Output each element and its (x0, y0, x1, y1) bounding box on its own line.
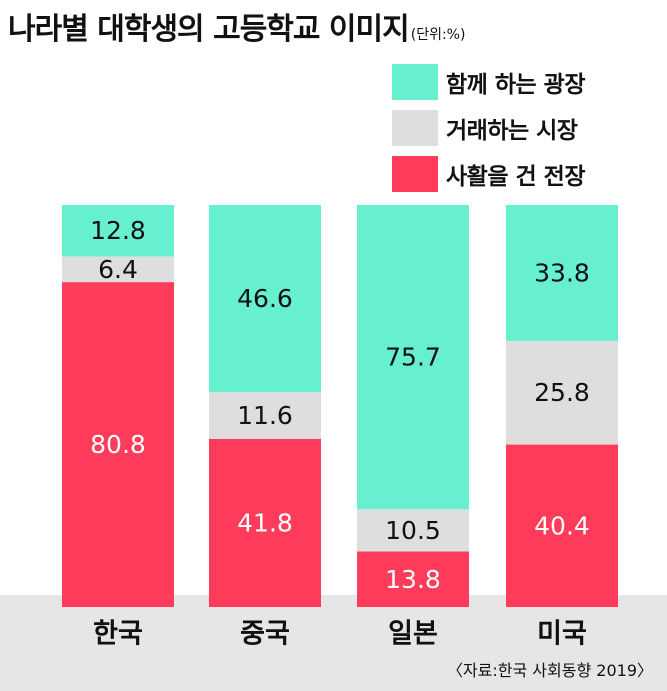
data-label-market-3: 10.5 (385, 516, 441, 545)
x-axis-band (0, 595, 667, 691)
data-label-market-1: 6.4 (98, 255, 138, 284)
legend-item-market: 거래하는 시장 (392, 108, 585, 148)
title-text: 나라별 대학생의 고등학교 이미지 (8, 12, 410, 47)
x-tick-label-4: 미국 (537, 619, 587, 650)
bar-segment-battlefield-3 (357, 551, 469, 607)
legend-label-market: 거래하는 시장 (446, 118, 578, 144)
bar-segment-market-4 (506, 340, 618, 445)
data-label-battlefield-1: 80.8 (90, 430, 146, 459)
data-label-market-4: 25.8 (534, 378, 590, 407)
bar-segment-plaza-3 (357, 205, 469, 510)
bar-segment-battlefield-4 (506, 444, 618, 607)
legend-label-plaza: 함께 하는 광장 (446, 72, 585, 98)
data-label-plaza-1: 12.8 (90, 216, 146, 245)
legend: 함께 하는 광장 거래하는 시장 사활을 건 전장 (392, 62, 585, 200)
x-tick-label-3: 일본 (388, 619, 438, 650)
bar-segment-battlefield-1 (62, 282, 174, 607)
legend-item-battlefield: 사활을 건 전장 (392, 154, 585, 194)
unit-text: (단위:%) (410, 27, 466, 43)
legend-swatch-market (392, 110, 438, 146)
legend-swatch-battlefield (392, 156, 438, 192)
bar-segment-plaza-1 (62, 205, 174, 257)
bar-segment-market-2 (209, 392, 321, 439)
legend-label-battlefield: 사활을 건 전장 (446, 164, 585, 190)
chart-title: 나라별 대학생의 고등학교 이미지 (단위:%) (8, 4, 465, 48)
data-label-plaza-4: 33.8 (534, 258, 590, 287)
bar-segment-plaza-4 (506, 205, 618, 341)
data-label-plaza-2: 46.6 (237, 284, 293, 313)
data-label-battlefield-2: 41.8 (237, 508, 293, 537)
bar-segment-battlefield-2 (209, 438, 321, 607)
legend-swatch-plaza (392, 64, 438, 100)
data-label-plaza-3: 75.7 (385, 343, 441, 372)
x-tick-label-2: 중국 (240, 619, 290, 650)
source-note: 〈자료:한국 사회동향 2019〉 (446, 661, 653, 680)
x-tick-label-1: 한국 (93, 619, 143, 650)
bar-segment-market-3 (357, 509, 469, 552)
legend-item-plaza: 함께 하는 광장 (392, 62, 585, 102)
data-label-battlefield-4: 40.4 (534, 511, 590, 540)
data-label-market-2: 11.6 (237, 401, 293, 430)
bar-segment-market-1 (62, 256, 174, 283)
data-label-battlefield-3: 13.8 (385, 565, 441, 594)
bar-segment-plaza-2 (209, 205, 321, 393)
